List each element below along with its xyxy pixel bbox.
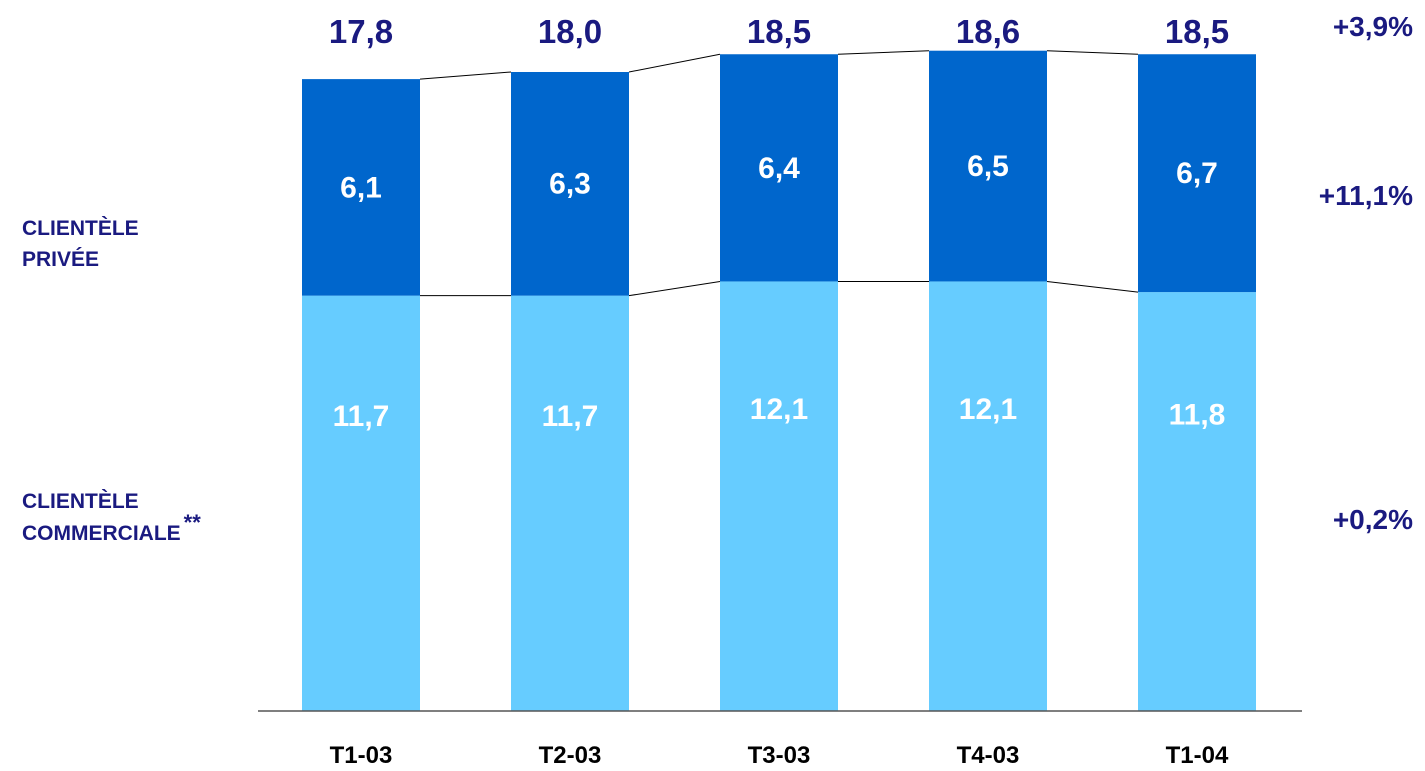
bar-privee — [929, 50, 1047, 282]
x-tick-label: T2-03 — [539, 742, 602, 769]
bar-commerciale — [929, 281, 1047, 711]
value-label-privee: 6,5 — [967, 150, 1009, 183]
connector-line-total — [837, 50, 930, 55]
x-tick-label: T4-03 — [957, 742, 1020, 769]
connector-line-segment — [628, 280, 721, 297]
x-tick-label: T1-04 — [1166, 742, 1229, 769]
bar-commerciale — [511, 295, 629, 711]
bar-privee — [720, 54, 838, 282]
series-label-commerciale-line1: CLIENTÈLE — [22, 490, 139, 513]
bar-commerciale — [302, 295, 420, 711]
total-label: 18,5 — [747, 13, 811, 50]
total-label: 18,6 — [956, 13, 1020, 50]
value-label-commerciale: 11,7 — [542, 400, 599, 433]
x-tick-label: T1-03 — [330, 742, 393, 769]
value-label-privee: 6,7 — [1176, 157, 1218, 190]
series-label-privee: CLIENTÈLE PRIVÉE — [22, 213, 139, 275]
series-label-commerciale: CLIENTÈLE COMMERCIALE ** — [22, 486, 201, 549]
bar-commerciale — [720, 281, 838, 711]
total-label: 18,5 — [1165, 13, 1229, 50]
series-label-privee-line1: CLIENTÈLE — [22, 217, 139, 240]
total-label: 17,8 — [329, 13, 393, 50]
value-label-commerciale: 12,1 — [750, 393, 808, 426]
series-label-commerciale-text: COMMERCIALE — [22, 522, 181, 545]
bar-privee — [302, 79, 420, 296]
growth-commerciale: +0,2% — [1332, 504, 1413, 535]
value-label-privee: 6,1 — [340, 171, 382, 204]
value-label-privee: 6,3 — [549, 168, 591, 201]
footnote-mark: ** — [183, 510, 201, 535]
x-tick-label: T3-03 — [748, 742, 811, 769]
value-label-commerciale: 11,8 — [1169, 398, 1226, 431]
bar-privee — [511, 72, 629, 296]
growth-total: +3,9% — [1332, 11, 1413, 42]
value-label-commerciale: 11,7 — [333, 400, 390, 433]
connector-line-total — [1046, 50, 1139, 55]
series-label-privee-line2: PRIVÉE — [22, 248, 100, 271]
bar-privee — [1138, 54, 1256, 293]
value-label-commerciale: 12,1 — [959, 393, 1017, 426]
connector-line-total — [419, 71, 512, 80]
total-label: 18,0 — [538, 13, 602, 50]
value-label-privee: 6,4 — [758, 152, 800, 185]
series-label-commerciale-line2: COMMERCIALE ** — [22, 510, 201, 549]
connector-line-total — [628, 53, 721, 73]
bar-commerciale — [1138, 292, 1256, 711]
connector-line-segment — [1046, 280, 1139, 293]
growth-privee: +11,1% — [1318, 180, 1413, 211]
